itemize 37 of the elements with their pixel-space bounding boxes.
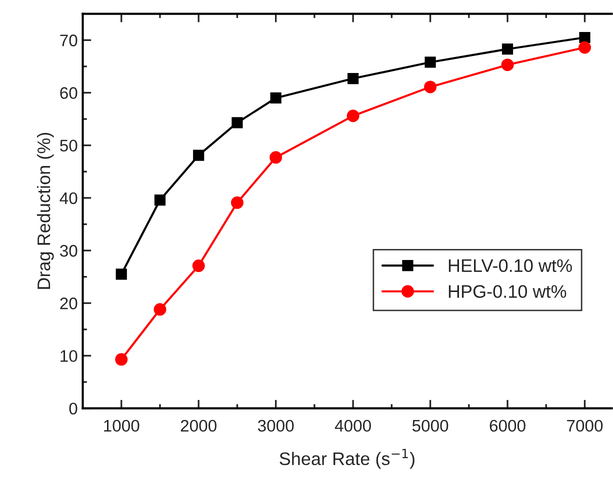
point	[154, 303, 166, 316]
point	[579, 32, 590, 44]
y-tick-label: 0	[69, 402, 78, 415]
x-tick-label: 1000	[104, 420, 140, 432]
legend-label: HELV-0.10 wt%	[448, 259, 572, 272]
x-tick-label: 2000	[180, 420, 216, 432]
point	[348, 72, 359, 84]
point	[346, 110, 360, 122]
y-tick-label: 40	[60, 192, 78, 204]
point	[230, 196, 244, 209]
y-tick-label: 50	[60, 140, 78, 152]
legend-label: HPG-0.10 wt%	[448, 285, 566, 298]
point	[578, 41, 591, 54]
point	[270, 92, 282, 104]
point	[502, 44, 514, 55]
point	[424, 80, 437, 94]
point	[501, 58, 514, 72]
x-tick-label: 6000	[490, 420, 526, 432]
point	[192, 260, 205, 272]
y-tick-label: 20	[60, 298, 78, 310]
point	[116, 268, 127, 280]
y-tick-label: 70	[60, 34, 78, 46]
point	[270, 151, 282, 164]
x-axis-title: Shear Rate (s$^{−1}$)	[280, 448, 414, 469]
point	[424, 56, 436, 68]
y-tick-label: 10	[60, 350, 78, 362]
point	[154, 194, 166, 206]
point	[193, 150, 204, 161]
x-tick-label: 5000	[412, 420, 448, 432]
y-tick-label: 30	[60, 244, 78, 257]
point	[232, 117, 243, 128]
x-tick-label: 4000	[334, 420, 371, 432]
point	[115, 353, 128, 366]
x-tick-label: 3000	[258, 420, 294, 432]
y-tick-label: 60	[60, 87, 78, 99]
x-tick-label: 7000	[567, 420, 603, 432]
y-axis-title: Drag Reduction (%)	[36, 132, 54, 289]
